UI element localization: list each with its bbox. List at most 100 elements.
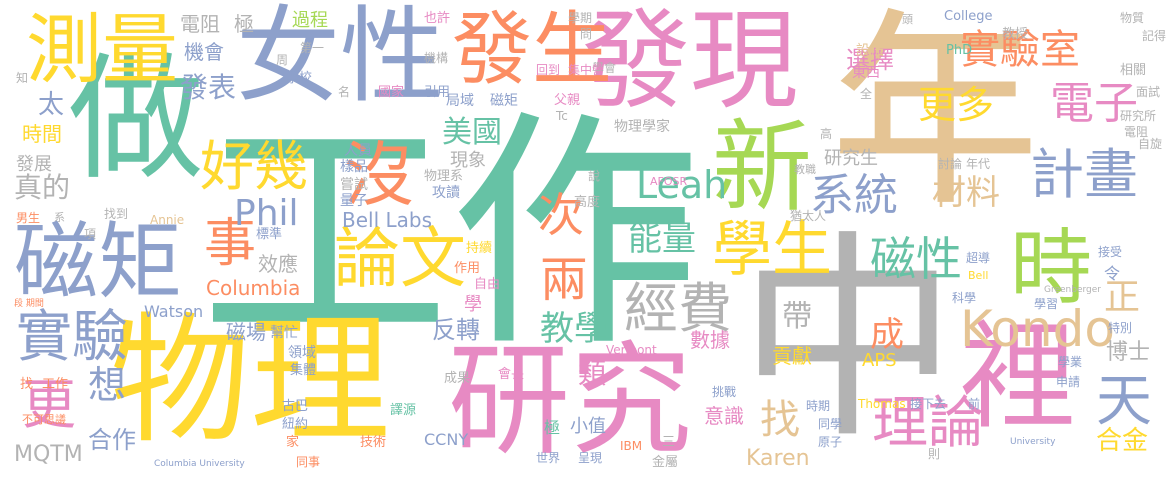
word-yanjiusuo: 研究所 [1120, 109, 1157, 123]
word-jiaozhi: 教職 [794, 163, 816, 176]
word-kexue: 科學 [952, 291, 977, 305]
word-jiexiaqu: 接下去 [910, 397, 947, 411]
word-guba: 古巴 [282, 399, 309, 414]
word-ccny: CCNY [424, 430, 469, 449]
word-thomas: Thomas [858, 397, 906, 411]
word-gongzuo: 工作 [200, 89, 700, 380]
word-shijian: 時間 [22, 122, 62, 146]
word-zhong: 中 [738, 212, 959, 468]
word-wulixi: 物理系 [424, 169, 464, 184]
word-xuehui: 學會 [592, 61, 617, 75]
word-xueye: 學業 [1058, 355, 1083, 369]
word-nuxing: 女性 [236, 0, 445, 117]
word-zhaodao: 找到 [104, 207, 129, 221]
word-dianzu-2: 電阻 [1124, 125, 1149, 139]
word-jishu: 技術 [360, 435, 387, 450]
word-xuanze: 選擇 [846, 46, 894, 74]
word-juyu: 局域 [446, 93, 474, 109]
word-xin: 新 [712, 109, 812, 226]
word-yishi: 意識 [704, 404, 744, 428]
word-haoji: 好幾 [200, 135, 308, 198]
word-xuexiao: 學校 [286, 71, 313, 86]
word-watson: Watson [144, 302, 204, 321]
word-faxian: 發現 [582, 0, 799, 124]
word-fuqin: 父親 [554, 93, 581, 108]
word-dianzu: 電阻 [180, 12, 220, 36]
word-chaodao: 超導 [966, 251, 991, 265]
word-mei: 沒 [344, 134, 414, 216]
word-geng: 更 [22, 373, 76, 436]
word-zhende: 真的 [14, 171, 71, 204]
word-shefa: 設法 [856, 43, 884, 59]
word-ji-2: 極 [544, 418, 561, 437]
word-san: 三 [662, 435, 676, 450]
word-quan: 全 [860, 87, 873, 101]
word-ji: 極 [234, 12, 254, 36]
word-shi: 時 [1010, 221, 1093, 316]
word-dongxi: 東西 [852, 65, 880, 81]
word-gao: 高 [820, 127, 833, 141]
word-greenberger: Greenberger [1044, 285, 1101, 295]
word-diyi: 第一 [300, 41, 325, 55]
word-xiang: 想 [88, 363, 127, 407]
word-ming: 名 [338, 85, 351, 99]
word-zixuan: 自旋 [1138, 137, 1163, 151]
word-shiyan: 實驗 [16, 305, 128, 370]
word-karen: Karen [746, 446, 810, 471]
word-tc: Tc [556, 109, 568, 123]
word-wuzhi: 物質 [1120, 11, 1145, 25]
word-jieshou: 接受 [1098, 245, 1123, 259]
word-mianshi: 面試 [1136, 85, 1161, 99]
word-bangmang: 幫忙 [270, 325, 298, 341]
word-renyuan: 人員 [344, 143, 372, 159]
word-jinshu: 金屬 [652, 455, 679, 470]
word-zhou: 周 [276, 53, 289, 67]
word-zheng: 正 [1104, 277, 1141, 318]
word-chixu: 持續 [466, 241, 493, 256]
word-jigou: 機構 [424, 51, 449, 65]
word-fasheng: 發生 [452, 3, 612, 96]
word-ci: 次 [538, 188, 584, 242]
word-mqtm: MQTM [14, 442, 83, 467]
word-tongshi: 同事 [296, 455, 321, 469]
word-cailiao: 材料 [932, 173, 1000, 213]
word-fazhan: 發展 [16, 154, 52, 175]
word-nengliang: 能量 [628, 219, 696, 259]
word-qian: 前 [968, 397, 981, 411]
word-guocheng: 過程 [292, 10, 328, 31]
word-cichang: 磁場 [226, 320, 266, 344]
word-fabiao: 發表 [180, 71, 237, 104]
word-nansheng: 男生 [16, 211, 41, 225]
word-yinyong: 引用 [424, 85, 451, 100]
word-duan-qijian: 段 期間 [14, 299, 44, 309]
word-xiaozhi: 小值 [570, 416, 606, 437]
word-lei: 類 [578, 357, 607, 390]
word-bukesiyi: 不可思議 [22, 413, 66, 426]
word-columbia: Columbia [206, 276, 301, 300]
word-college: College [944, 9, 993, 24]
word-xuexi: 學習 [1034, 297, 1059, 311]
word-columbia-university: Columbia University [154, 459, 245, 469]
word-meiguo: 美國 [442, 115, 502, 150]
word-yangpin: 樣品 [340, 159, 368, 175]
word-yexu: 也許 [424, 11, 451, 26]
word-gongzuo-2: 工作 [42, 377, 69, 392]
word-yanjiu: 研究 [448, 330, 692, 472]
word-hejin: 合金 [1096, 426, 1149, 456]
word-huidao: 回到 [536, 63, 561, 77]
word-yuanzi: 原子 [818, 435, 843, 449]
word-phd: PhD [946, 43, 973, 58]
word-shiqi: 時期 [806, 399, 831, 413]
word-youtairen: 猶太人 [790, 209, 827, 223]
word-gongxian: 貢獻 [772, 344, 812, 368]
word-xueqi: 學期 [568, 11, 593, 25]
word-wuli: 物理 [110, 300, 391, 463]
word-shuo: 說 [588, 169, 601, 183]
word-niandai: 年代 [966, 157, 991, 171]
word-niuyue: 紐約 [282, 417, 309, 432]
word-leah: Leah [636, 163, 728, 207]
word-tiaozhan: 挑戰 [712, 385, 737, 399]
word-bell: Bell [968, 269, 989, 282]
word-ciju-2: 磁矩 [490, 93, 518, 109]
